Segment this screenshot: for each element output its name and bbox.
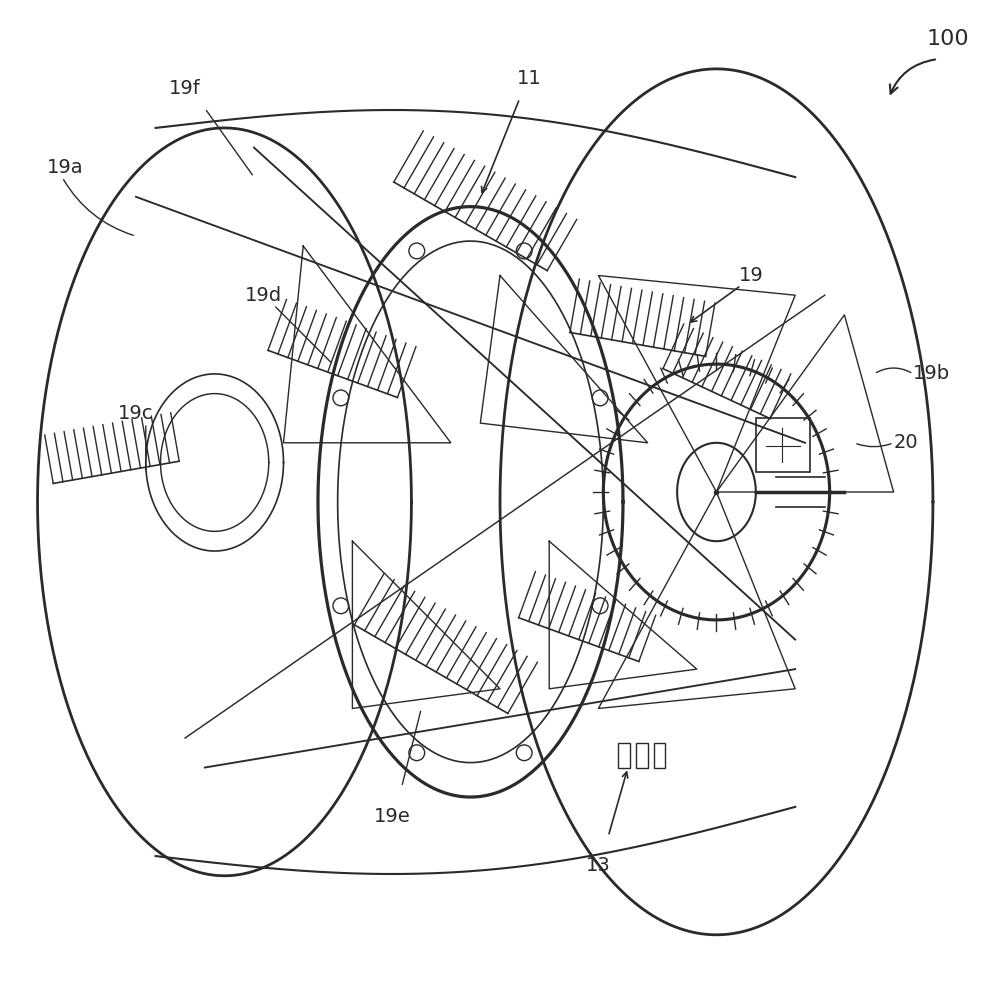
Text: 19: 19 (739, 266, 763, 285)
Text: 19f: 19f (169, 79, 201, 98)
Text: 11: 11 (517, 69, 542, 89)
Circle shape (409, 243, 425, 259)
Circle shape (516, 243, 532, 259)
Text: 19d: 19d (245, 285, 282, 305)
Bar (756, 418, 810, 472)
Text: 19c: 19c (118, 403, 154, 423)
Text: 20: 20 (894, 433, 918, 453)
Text: 19b: 19b (913, 364, 950, 384)
Circle shape (333, 598, 349, 614)
Circle shape (592, 390, 608, 405)
Text: 13: 13 (586, 856, 611, 876)
Text: 19a: 19a (47, 157, 84, 177)
Bar (618, 743, 630, 768)
Bar (636, 743, 648, 768)
Text: 100: 100 (926, 30, 969, 49)
Circle shape (333, 390, 349, 405)
Text: 19e: 19e (373, 807, 410, 827)
Circle shape (516, 745, 532, 761)
Circle shape (409, 745, 425, 761)
FancyArrowPatch shape (890, 59, 935, 93)
Circle shape (592, 598, 608, 614)
Bar (654, 743, 665, 768)
